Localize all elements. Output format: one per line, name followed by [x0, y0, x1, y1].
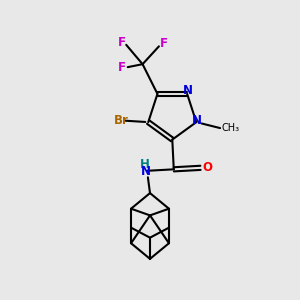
- Text: N: N: [183, 84, 193, 97]
- Text: N: N: [140, 165, 151, 178]
- Text: F: F: [118, 36, 126, 49]
- Text: F: F: [159, 38, 167, 50]
- Text: H: H: [140, 158, 150, 171]
- Text: Br: Br: [113, 114, 128, 127]
- Text: F: F: [118, 61, 126, 74]
- Text: CH₃: CH₃: [222, 123, 240, 133]
- Text: O: O: [202, 161, 212, 174]
- Text: N: N: [192, 114, 202, 127]
